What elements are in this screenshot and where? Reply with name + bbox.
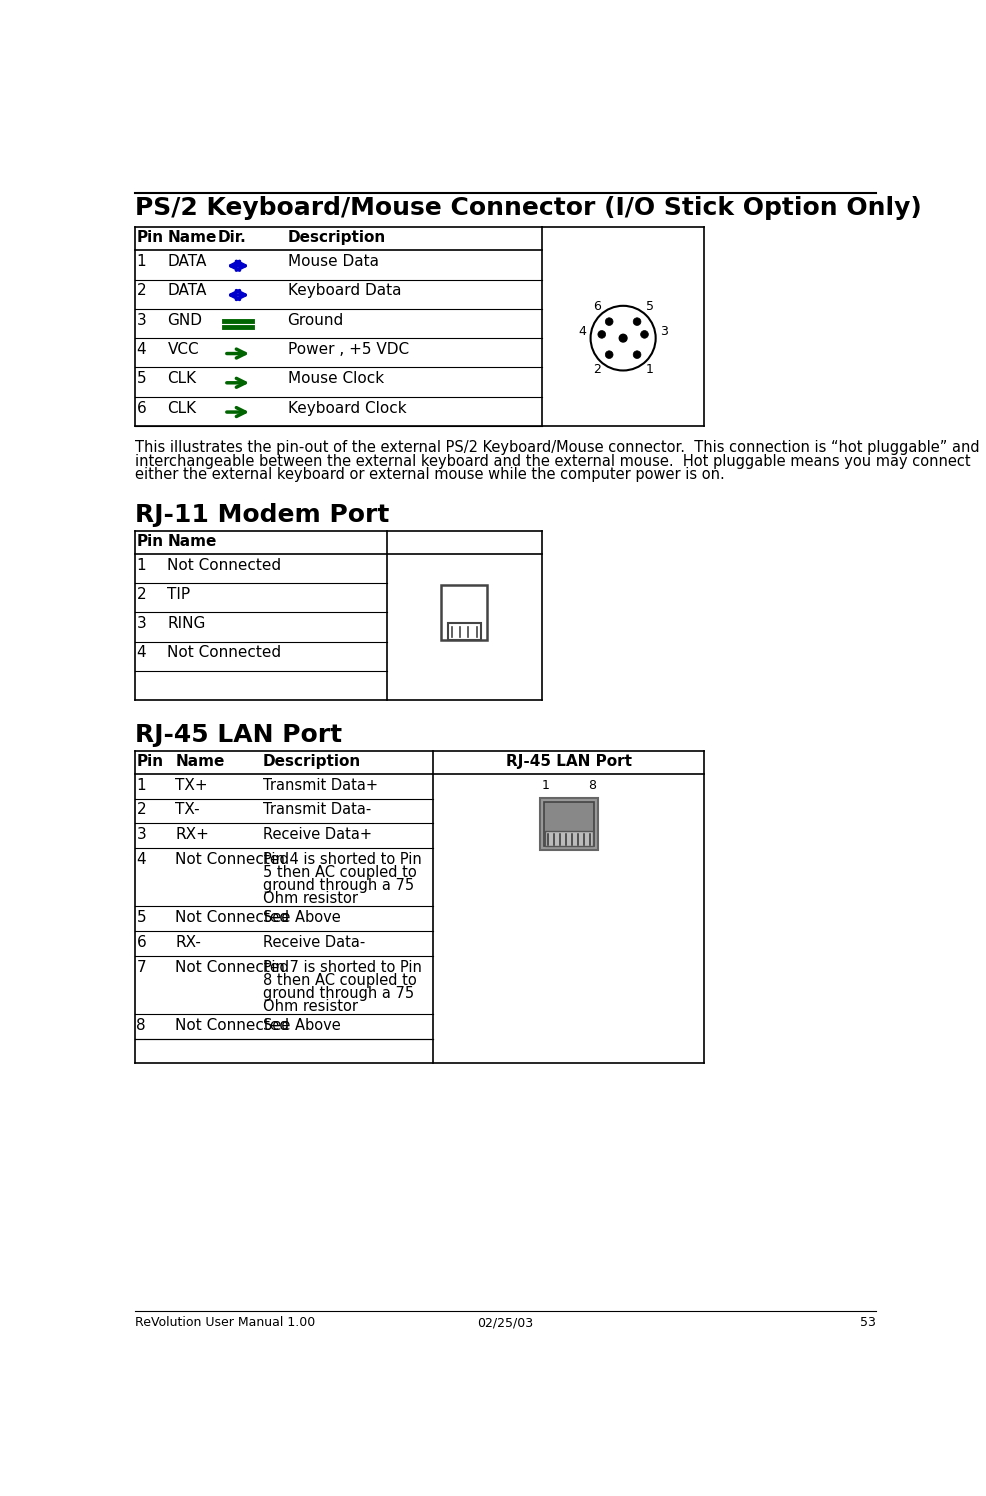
Text: ground through a 75: ground through a 75 (262, 986, 414, 1001)
Text: Pin 4 is shorted to Pin: Pin 4 is shorted to Pin (262, 851, 421, 866)
Text: 4: 4 (136, 645, 146, 660)
Circle shape (605, 317, 613, 326)
Circle shape (619, 334, 627, 343)
Text: Mouse Clock: Mouse Clock (288, 371, 384, 386)
Bar (441, 585, 487, 640)
Bar (539, 797, 598, 850)
Text: Name: Name (168, 230, 217, 245)
Text: PS/2 Keyboard/Mouse Connector (I/O Stick Option Only): PS/2 Keyboard/Mouse Connector (I/O Stick… (135, 196, 922, 220)
Text: This illustrates the pin-out of the external PS/2 Keyboard/Mouse connector.  Thi: This illustrates the pin-out of the exte… (135, 440, 979, 455)
Text: either the external keyboard or external mouse while the computer power is on.: either the external keyboard or external… (135, 467, 725, 483)
Text: RJ-45 LAN Port: RJ-45 LAN Port (506, 754, 632, 769)
Text: Pin 7 is shorted to Pin: Pin 7 is shorted to Pin (262, 959, 422, 974)
Circle shape (633, 317, 641, 326)
Text: CLK: CLK (168, 371, 196, 386)
Circle shape (641, 331, 649, 338)
Text: 1: 1 (646, 364, 654, 375)
Text: Dir.: Dir. (218, 230, 246, 245)
Text: 3: 3 (136, 313, 146, 328)
Text: 4: 4 (136, 343, 146, 358)
Circle shape (598, 331, 605, 338)
Text: Keyboard Data: Keyboard Data (288, 283, 401, 299)
Text: Pin: Pin (136, 230, 164, 245)
Text: Ground: Ground (288, 313, 344, 328)
Bar (543, 802, 594, 847)
Text: ReVolution User Manual 1.00: ReVolution User Manual 1.00 (135, 1316, 316, 1328)
Text: Not Connected: Not Connected (176, 910, 289, 925)
Text: 3: 3 (660, 325, 668, 338)
Bar (545, 830, 593, 847)
Text: 2: 2 (593, 364, 600, 375)
Text: 4: 4 (579, 325, 587, 338)
Text: TX-: TX- (176, 802, 200, 817)
Circle shape (633, 350, 641, 359)
Text: RX-: RX- (176, 935, 201, 950)
Text: TX+: TX+ (176, 778, 208, 793)
Text: 1: 1 (541, 779, 549, 791)
Text: TIP: TIP (168, 586, 190, 601)
Text: 7: 7 (136, 959, 146, 974)
Text: Not Connected: Not Connected (176, 959, 289, 974)
Text: Description: Description (262, 754, 361, 769)
Text: interchangeable between the external keyboard and the external mouse.  Hot plugg: interchangeable between the external key… (135, 453, 970, 468)
Text: 6: 6 (593, 301, 600, 313)
Text: 8 then AC coupled to: 8 then AC coupled to (262, 972, 416, 987)
Text: RJ-45 LAN Port: RJ-45 LAN Port (135, 723, 342, 747)
Text: 1: 1 (136, 558, 146, 573)
Text: Name: Name (176, 754, 225, 769)
Text: 2: 2 (136, 283, 146, 299)
Text: 6: 6 (136, 935, 146, 950)
Text: 53: 53 (860, 1316, 876, 1328)
Text: 1: 1 (136, 778, 146, 793)
Text: Transmit Data-: Transmit Data- (262, 802, 371, 817)
Text: 5: 5 (646, 301, 654, 313)
Text: 8: 8 (589, 779, 597, 791)
Text: 2: 2 (136, 802, 146, 817)
Text: DATA: DATA (168, 254, 207, 269)
Text: VCC: VCC (168, 343, 199, 358)
Text: 1: 1 (136, 254, 146, 269)
Text: 3: 3 (136, 827, 146, 842)
Text: Not Connected: Not Connected (176, 1019, 289, 1034)
Text: 3: 3 (136, 616, 146, 631)
Text: RX+: RX+ (176, 827, 209, 842)
Text: ground through a 75: ground through a 75 (262, 878, 414, 893)
Text: 6: 6 (136, 401, 146, 416)
Text: GND: GND (168, 313, 202, 328)
Text: 8: 8 (136, 1019, 146, 1034)
Text: See Above: See Above (262, 910, 340, 925)
Text: Not Connected: Not Connected (168, 645, 282, 660)
Text: Mouse Data: Mouse Data (288, 254, 379, 269)
Text: Receive Data+: Receive Data+ (262, 827, 372, 842)
Circle shape (605, 350, 613, 359)
Text: Ohm resistor: Ohm resistor (262, 892, 358, 907)
Text: CLK: CLK (168, 401, 196, 416)
Text: RING: RING (168, 616, 206, 631)
Text: 5: 5 (136, 910, 146, 925)
Text: 5 then AC coupled to: 5 then AC coupled to (262, 865, 416, 880)
Text: Power , +5 VDC: Power , +5 VDC (288, 343, 408, 358)
Text: Keyboard Clock: Keyboard Clock (288, 401, 406, 416)
Text: Pin: Pin (136, 754, 164, 769)
Text: Not Connected: Not Connected (168, 558, 282, 573)
Text: Receive Data-: Receive Data- (262, 935, 365, 950)
Text: DATA: DATA (168, 283, 207, 299)
Text: 5: 5 (136, 371, 146, 386)
Text: See Above: See Above (262, 1019, 340, 1034)
Text: 2: 2 (136, 586, 146, 601)
Bar (448, 622, 480, 640)
Text: Transmit Data+: Transmit Data+ (262, 778, 378, 793)
Text: RJ-11 Modem Port: RJ-11 Modem Port (135, 503, 389, 527)
Text: 4: 4 (136, 851, 146, 866)
Text: Description: Description (288, 230, 386, 245)
Text: Name: Name (168, 534, 217, 549)
Text: 02/25/03: 02/25/03 (477, 1316, 533, 1328)
Text: Ohm resistor: Ohm resistor (262, 999, 358, 1014)
Text: Not Connected: Not Connected (176, 851, 289, 866)
Text: Pin: Pin (136, 534, 164, 549)
